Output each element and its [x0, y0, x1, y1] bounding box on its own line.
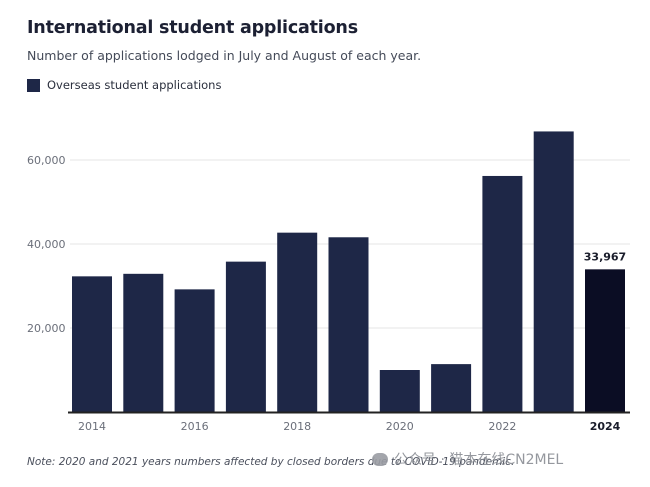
bar-2018 — [277, 232, 318, 412]
x-tick-label: 2016 — [181, 420, 209, 433]
bar-2024 — [585, 269, 625, 412]
bar-2023 — [533, 131, 574, 412]
bar-2021 — [431, 364, 472, 412]
y-tick-label: 40,000 — [27, 238, 66, 251]
legend-label: Overseas student applications — [47, 78, 222, 92]
bar-2015 — [123, 273, 164, 412]
x-tick-label: 2022 — [488, 420, 516, 433]
y-tick-label: 20,000 — [27, 322, 66, 335]
bar-2014 — [72, 276, 112, 412]
y-tick-label: 60,000 — [27, 154, 66, 167]
footnote: Note: 2020 and 2021 years numbers affect… — [27, 456, 515, 468]
x-tick-label: 2024 — [590, 420, 621, 433]
chart-subtitle: Number of applications lodged in July an… — [27, 48, 422, 63]
data-label: 33,967 — [584, 250, 626, 263]
watermark-text: 公众号 · 猫本在线CN2MEL — [394, 452, 564, 468]
legend-swatch — [27, 78, 40, 92]
chart-title: International student applications — [27, 18, 358, 38]
x-tick-label: 2018 — [283, 420, 311, 433]
wechat-icon — [372, 452, 388, 466]
chart-legend: Overseas student applications — [27, 78, 221, 92]
x-tick-label: 2020 — [386, 420, 414, 433]
bar-2019 — [328, 237, 369, 412]
bar-2017 — [225, 261, 266, 412]
watermark: 公众号 · 猫本在线CN2MEL — [372, 449, 563, 469]
bar-2016 — [174, 289, 215, 412]
bar-2020 — [379, 370, 420, 412]
x-tick-label: 2014 — [78, 420, 106, 433]
bar-2022 — [482, 175, 523, 412]
